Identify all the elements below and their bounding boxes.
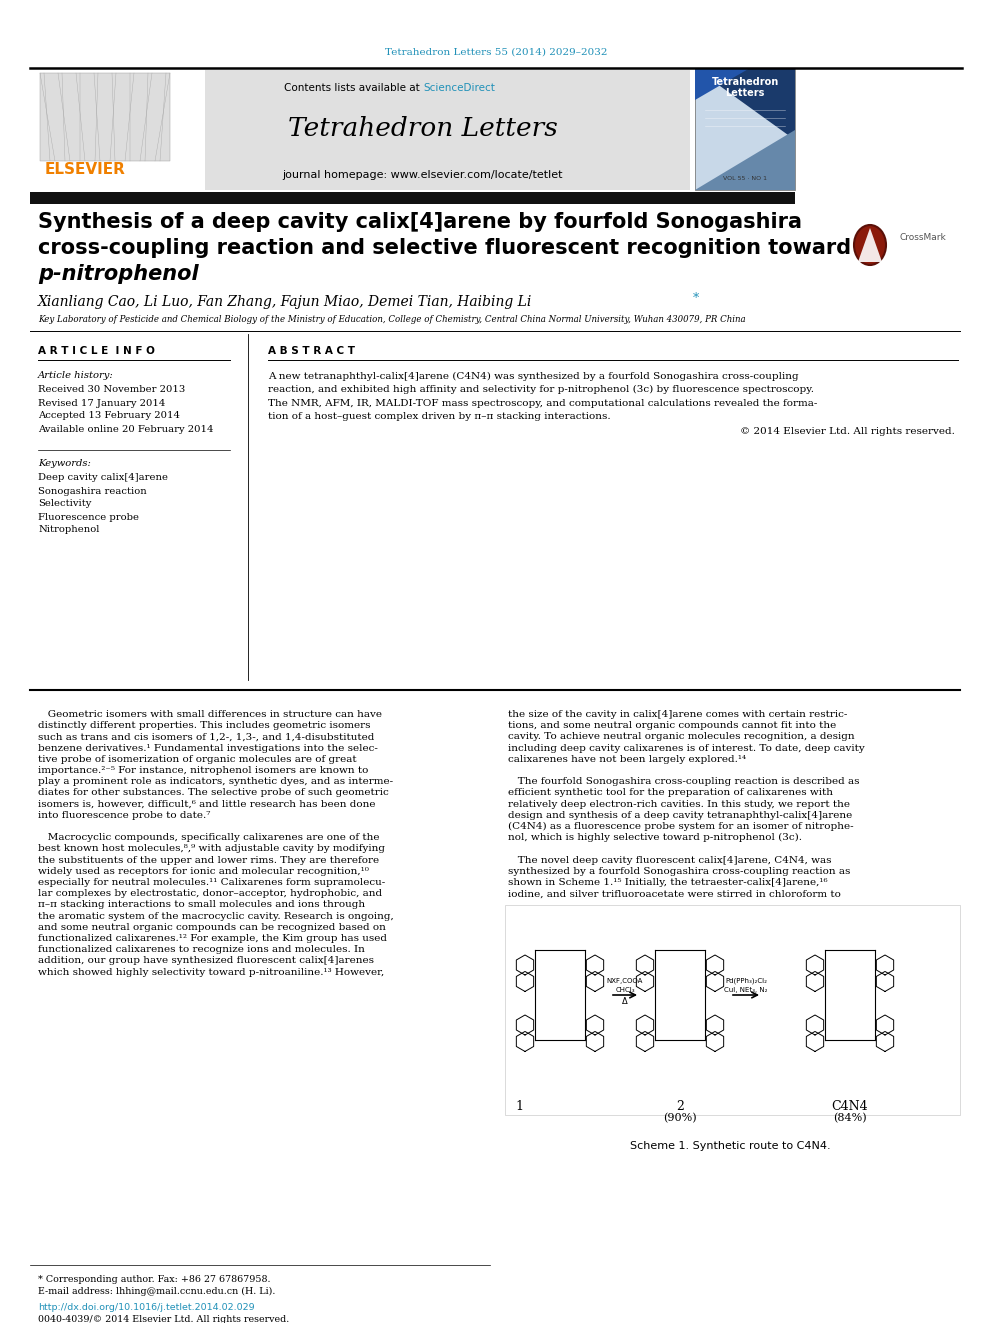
Text: efficient synthetic tool for the preparation of calixarenes with: efficient synthetic tool for the prepara… (508, 789, 833, 798)
Text: functionalized calixarenes to recognize ions and molecules. In: functionalized calixarenes to recognize … (38, 945, 365, 954)
Text: journal homepage: www.elsevier.com/locate/tetlet: journal homepage: www.elsevier.com/locat… (283, 169, 563, 180)
Polygon shape (695, 67, 750, 101)
Text: Article history:: Article history: (38, 372, 114, 381)
Text: Selectivity: Selectivity (38, 500, 91, 508)
Text: Δ: Δ (622, 998, 628, 1007)
FancyBboxPatch shape (30, 70, 205, 191)
Text: Accepted 13 February 2014: Accepted 13 February 2014 (38, 411, 180, 421)
FancyBboxPatch shape (695, 67, 795, 191)
Text: 0040-4039/© 2014 Elsevier Ltd. All rights reserved.: 0040-4039/© 2014 Elsevier Ltd. All right… (38, 1315, 290, 1323)
Text: ELSEVIER: ELSEVIER (45, 163, 125, 177)
Text: relatively deep electron-rich cavities. In this study, we report the: relatively deep electron-rich cavities. … (508, 799, 850, 808)
Text: Available online 20 February 2014: Available online 20 February 2014 (38, 425, 213, 434)
Text: C4N4: C4N4 (831, 1099, 868, 1113)
Text: Deep cavity calix[4]arene: Deep cavity calix[4]arene (38, 474, 168, 483)
Text: A R T I C L E  I N F O: A R T I C L E I N F O (38, 347, 155, 356)
Text: Contents lists available at: Contents lists available at (284, 83, 423, 93)
Text: the substituents of the upper and lower rims. They are therefore: the substituents of the upper and lower … (38, 856, 379, 865)
Text: VOL 55 · NO 1: VOL 55 · NO 1 (723, 176, 767, 180)
Text: Sonogashira reaction: Sonogashira reaction (38, 487, 147, 496)
Ellipse shape (854, 225, 886, 265)
Text: The NMR, AFM, IR, MALDI-TOF mass spectroscopy, and computational calculations re: The NMR, AFM, IR, MALDI-TOF mass spectro… (268, 398, 817, 407)
Text: isomers is, however, difficult,⁶ and little research has been done: isomers is, however, difficult,⁶ and lit… (38, 799, 376, 808)
Text: ScienceDirect: ScienceDirect (423, 83, 495, 93)
Text: importance.²⁻⁵ For instance, nitrophenol isomers are known to: importance.²⁻⁵ For instance, nitrophenol… (38, 766, 368, 775)
Text: CrossMark: CrossMark (900, 233, 946, 242)
Text: Macrocyclic compounds, specifically calixarenes are one of the: Macrocyclic compounds, specifically cali… (38, 833, 380, 843)
Text: play a prominent role as indicators, synthetic dyes, and as interme-: play a prominent role as indicators, syn… (38, 777, 393, 786)
FancyBboxPatch shape (40, 73, 170, 161)
Text: tive probe of isomerization of organic molecules are of great: tive probe of isomerization of organic m… (38, 755, 357, 763)
Text: diates for other substances. The selective probe of such geometric: diates for other substances. The selecti… (38, 789, 389, 798)
Text: and some neutral organic compounds can be recognized based on: and some neutral organic compounds can b… (38, 923, 386, 931)
Text: CuI, NEt₃, N₂: CuI, NEt₃, N₂ (724, 987, 768, 994)
Text: CHCl₃: CHCl₃ (615, 987, 635, 994)
Text: lar complexes by electrostatic, donor–acceptor, hydrophobic, and: lar complexes by electrostatic, donor–ac… (38, 889, 382, 898)
Text: addition, our group have synthesized fluorescent calix[4]arenes: addition, our group have synthesized flu… (38, 957, 374, 966)
Text: into fluorescence probe to date.⁷: into fluorescence probe to date.⁷ (38, 811, 210, 820)
Text: Keywords:: Keywords: (38, 459, 91, 468)
Text: Tetrahedron Letters: Tetrahedron Letters (288, 115, 558, 140)
Text: A new tetranaphthyl-calix[4]arene (C4N4) was synthesized by a fourfold Sonogashi: A new tetranaphthyl-calix[4]arene (C4N4)… (268, 372, 799, 381)
Text: iodine, and silver trifluoroacetate were stirred in chloroform to: iodine, and silver trifluoroacetate were… (508, 889, 841, 898)
Text: best known host molecules,⁸,⁹ with adjustable cavity by modifying: best known host molecules,⁸,⁹ with adjus… (38, 844, 385, 853)
Polygon shape (695, 67, 795, 140)
Text: Fluorescence probe: Fluorescence probe (38, 512, 139, 521)
FancyBboxPatch shape (30, 192, 795, 204)
Text: calixarenes have not been largely explored.¹⁴: calixarenes have not been largely explor… (508, 755, 746, 763)
Text: Synthesis of a deep cavity calix[4]arene by fourfold Sonogashira: Synthesis of a deep cavity calix[4]arene… (38, 212, 802, 232)
Text: especially for neutral molecules.¹¹ Calixarenes form supramolecu-: especially for neutral molecules.¹¹ Cali… (38, 878, 385, 886)
Text: Key Laboratory of Pesticide and Chemical Biology of the Ministry of Education, C: Key Laboratory of Pesticide and Chemical… (38, 315, 746, 324)
Polygon shape (695, 130, 795, 191)
Text: Tetrahedron: Tetrahedron (711, 77, 779, 87)
Text: the aromatic system of the macrocyclic cavity. Research is ongoing,: the aromatic system of the macrocyclic c… (38, 912, 394, 921)
Polygon shape (858, 228, 882, 262)
Text: functionalized calixarenes.¹² For example, the Kim group has used: functionalized calixarenes.¹² For exampl… (38, 934, 387, 943)
Text: including deep cavity calixarenes is of interest. To date, deep cavity: including deep cavity calixarenes is of … (508, 744, 865, 753)
Text: π–π stacking interactions to small molecules and ions through: π–π stacking interactions to small molec… (38, 901, 365, 909)
Text: shown in Scheme 1.¹⁵ Initially, the tetraester-calix[4]arene,¹⁶: shown in Scheme 1.¹⁵ Initially, the tetr… (508, 878, 827, 886)
Text: The fourfold Sonogashira cross-coupling reaction is described as: The fourfold Sonogashira cross-coupling … (508, 777, 859, 786)
Text: the size of the cavity in calix[4]arene comes with certain restric-: the size of the cavity in calix[4]arene … (508, 710, 847, 718)
FancyBboxPatch shape (505, 905, 960, 1115)
Text: Nitrophenol: Nitrophenol (38, 525, 99, 534)
Text: cross-coupling reaction and selective fluorescent recognition toward: cross-coupling reaction and selective fl… (38, 238, 851, 258)
Text: reaction, and exhibited high affinity and selectivity for p-nitrophenol (3c) by : reaction, and exhibited high affinity an… (268, 385, 814, 394)
Text: (84%): (84%) (833, 1113, 867, 1123)
Text: tion of a host–guest complex driven by π–π stacking interactions.: tion of a host–guest complex driven by π… (268, 411, 611, 421)
Text: Scheme 1. Synthetic route to C4N4.: Scheme 1. Synthetic route to C4N4. (630, 1140, 830, 1151)
Text: design and synthesis of a deep cavity tetranaphthyl-calix[4]arene: design and synthesis of a deep cavity te… (508, 811, 852, 820)
Text: Tetrahedron Letters 55 (2014) 2029–2032: Tetrahedron Letters 55 (2014) 2029–2032 (385, 48, 607, 57)
Text: http://dx.doi.org/10.1016/j.tetlet.2014.02.029: http://dx.doi.org/10.1016/j.tetlet.2014.… (38, 1303, 255, 1312)
Text: synthesized by a fourfold Sonogashira cross-coupling reaction as: synthesized by a fourfold Sonogashira cr… (508, 867, 850, 876)
Text: *: * (693, 291, 699, 304)
Text: NXF,COOA: NXF,COOA (607, 978, 643, 984)
Text: widely used as receptors for ionic and molecular recognition,¹⁰: widely used as receptors for ionic and m… (38, 867, 369, 876)
Text: 1: 1 (515, 1099, 523, 1113)
Text: such as trans and cis isomers of 1,2-, 1,3-, and 1,4-disubstituted: such as trans and cis isomers of 1,2-, 1… (38, 733, 374, 741)
Text: tions, and some neutral organic compounds cannot fit into the: tions, and some neutral organic compound… (508, 721, 836, 730)
Text: 2: 2 (677, 1099, 683, 1113)
Text: cavity. To achieve neutral organic molecules recognition, a design: cavity. To achieve neutral organic molec… (508, 733, 855, 741)
Text: Revised 17 January 2014: Revised 17 January 2014 (38, 398, 166, 407)
Text: © 2014 Elsevier Ltd. All rights reserved.: © 2014 Elsevier Ltd. All rights reserved… (740, 427, 955, 437)
Text: Pd(PPh₃)₂Cl₂: Pd(PPh₃)₂Cl₂ (725, 978, 767, 984)
Text: Xianliang Cao, Li Luo, Fan Zhang, Fajun Miao, Demei Tian, Haibing Li: Xianliang Cao, Li Luo, Fan Zhang, Fajun … (38, 295, 533, 310)
Text: (C4N4) as a fluorescence probe system for an isomer of nitrophe-: (C4N4) as a fluorescence probe system fo… (508, 822, 854, 831)
Text: Geometric isomers with small differences in structure can have: Geometric isomers with small differences… (38, 710, 382, 718)
Text: benzene derivatives.¹ Fundamental investigations into the selec-: benzene derivatives.¹ Fundamental invest… (38, 744, 378, 753)
Text: which showed highly selectivity toward p-nitroaniline.¹³ However,: which showed highly selectivity toward p… (38, 967, 384, 976)
Text: * Corresponding author. Fax: +86 27 67867958.: * Corresponding author. Fax: +86 27 6786… (38, 1275, 271, 1285)
Text: A B S T R A C T: A B S T R A C T (268, 347, 355, 356)
Text: E-mail address: lhhing@mail.ccnu.edu.cn (H. Li).: E-mail address: lhhing@mail.ccnu.edu.cn … (38, 1287, 276, 1297)
Text: The novel deep cavity fluorescent calix[4]arene, C4N4, was: The novel deep cavity fluorescent calix[… (508, 856, 831, 865)
Text: p-nitrophenol: p-nitrophenol (38, 265, 198, 284)
Text: Letters: Letters (725, 89, 765, 98)
FancyBboxPatch shape (30, 70, 690, 191)
Text: (90%): (90%) (664, 1113, 696, 1123)
Text: distinctly different properties. This includes geometric isomers: distinctly different properties. This in… (38, 721, 370, 730)
Text: Received 30 November 2013: Received 30 November 2013 (38, 385, 186, 394)
Text: nol, which is highly selective toward p-nitrophenol (3c).: nol, which is highly selective toward p-… (508, 833, 802, 843)
